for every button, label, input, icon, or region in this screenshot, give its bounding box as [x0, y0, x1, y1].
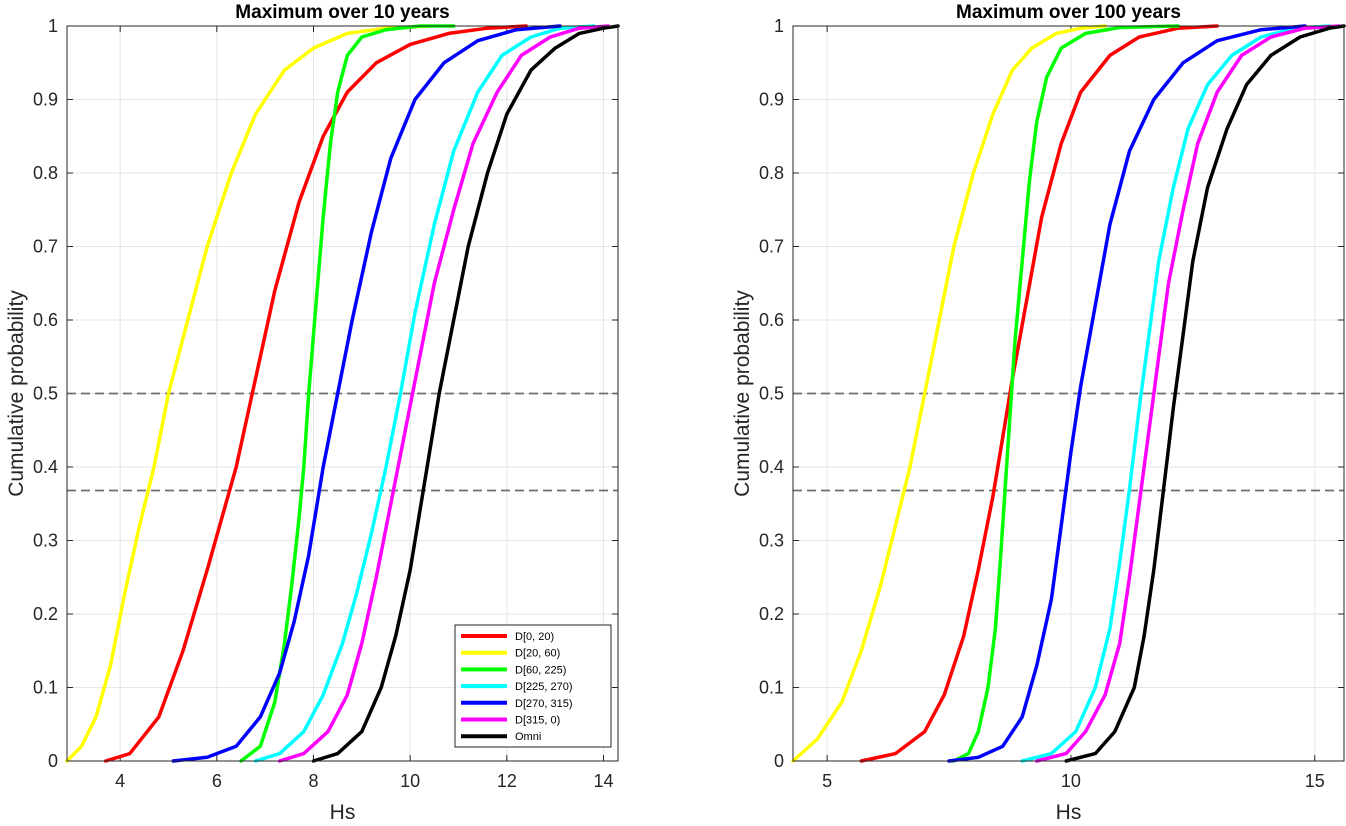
y-tick-label: 0.8	[33, 163, 58, 183]
series-line-5	[947, 24, 1307, 763]
y-tick-label: 0.6	[759, 310, 784, 330]
y-tick-label: 0.1	[759, 678, 784, 698]
chart-panel-2: 00.10.20.30.40.50.60.70.80.915 10 15Maximu…	[731, 2, 1346, 824]
y-tick-label: 0.2	[759, 604, 784, 624]
series-line-1	[103, 24, 528, 763]
series-line-7	[311, 24, 620, 763]
chart-title: Maximum over 10 years	[235, 2, 449, 23]
y-tick-label: 0.6	[33, 310, 58, 330]
x-tick-label: 8	[308, 771, 318, 791]
y-tick-label: 0.4	[759, 457, 784, 477]
series-line-4	[1020, 24, 1332, 763]
x-tick-label: 5	[822, 771, 832, 791]
chart-title: Maximum over 100 years	[956, 2, 1181, 23]
series-line-3	[952, 24, 1180, 763]
series-line-2	[791, 24, 1107, 763]
series-line-6	[277, 24, 611, 763]
y-tick-label: 1	[48, 16, 58, 36]
legend-label-3: D[60, 225)	[515, 664, 566, 676]
legend-label-2: D[20, 60)	[515, 648, 560, 660]
series-line-2	[65, 24, 432, 763]
x-tick-label: 14	[593, 771, 613, 791]
chart-panel-1: 00.10.20.30.40.50.60.70.80.914 6 8 10 12 14Ma…	[5, 2, 620, 824]
y-tick-label: 1	[774, 16, 784, 36]
y-tick-label: 0.5	[759, 384, 784, 404]
y-axis-label: Cumulative probability	[5, 290, 28, 497]
y-tick-label: 0.1	[33, 678, 58, 698]
series-line-5	[171, 24, 562, 763]
series-line-4	[253, 24, 596, 763]
y-tick-label: 0.9	[33, 90, 58, 110]
x-tick-label: 15	[1305, 771, 1325, 791]
y-tick-label: 0.4	[33, 457, 58, 477]
legend-label-4: D[225, 270)	[515, 681, 572, 693]
y-tick-label: 0.7	[33, 237, 58, 257]
x-tick-label: 12	[497, 771, 517, 791]
series-line-6	[1035, 24, 1341, 763]
y-tick-label: 0.8	[759, 163, 784, 183]
legend: D[0, 20) D[20, 60) D[60, 225) D[225, 270) D[…	[454, 624, 612, 748]
x-tick-label: 6	[212, 771, 222, 791]
legend-label-6: D[315, 0)	[515, 715, 560, 727]
series-line-7	[1064, 24, 1346, 763]
y-tick-label: 0.2	[33, 604, 58, 624]
y-tick-label: 0.5	[33, 384, 58, 404]
y-axis-label: Cumulative probability	[731, 290, 754, 497]
x-axis-label: Hs	[330, 801, 356, 821]
y-tick-label: 0	[774, 751, 784, 771]
axes-box	[66, 25, 619, 762]
y-tick-label: 0.3	[759, 531, 784, 551]
x-tick-label: 10	[1061, 771, 1081, 791]
x-axis-label: Hs	[1056, 801, 1082, 821]
y-tick-label: 0	[48, 751, 58, 771]
legend-label-5: D[270, 315)	[515, 698, 572, 710]
x-tick-label: 4	[115, 771, 125, 791]
y-tick-label: 0.9	[759, 90, 784, 110]
axes-box	[792, 25, 1345, 762]
y-tick-label: 0.3	[33, 531, 58, 551]
legend-label-1: D[0, 20)	[515, 631, 554, 643]
y-tick-label: 0.7	[759, 237, 784, 257]
legend-label-7: Omni	[515, 731, 541, 743]
x-tick-label: 10	[400, 771, 420, 791]
